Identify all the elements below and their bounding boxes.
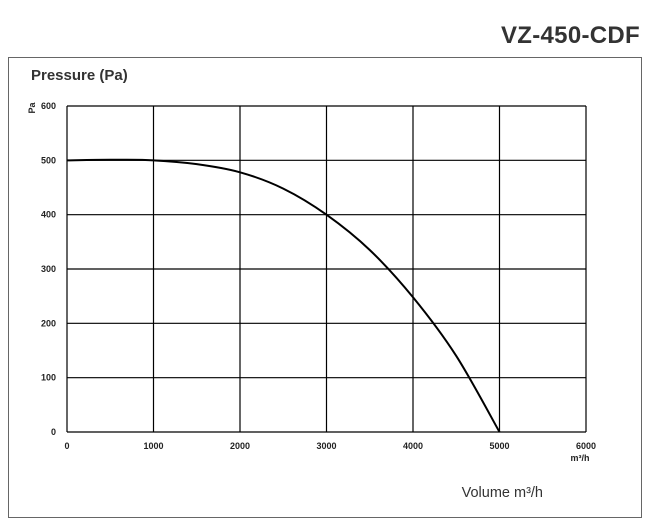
pressure-curve	[66, 158, 501, 433]
x-tick-label: 5000	[489, 441, 509, 451]
y-tick-label: 300	[41, 264, 56, 274]
x-tick-label: 4000	[403, 441, 423, 451]
x-tick-label: 2000	[230, 441, 250, 451]
model-title: VZ-450-CDF	[500, 22, 640, 49]
chart-title: Pressure (Pa)	[31, 67, 128, 84]
chart-frame: Pressure (Pa) Volume m³/h 0 1000 2000 3000 4…	[8, 57, 642, 518]
y-tick-label: 600	[41, 101, 56, 111]
y-tick-label: 0	[51, 427, 56, 437]
y-tick-label: 200	[41, 318, 56, 328]
x-tick-label: 0	[64, 441, 69, 451]
y-tick-label: 100	[41, 373, 56, 383]
x-axis-label: Volume m³/h	[461, 485, 543, 501]
y-tick-label: 400	[41, 210, 56, 220]
y-axis-label: Pa	[27, 102, 37, 114]
x-unit-label: m³/h	[571, 453, 590, 463]
y-tick-label: 500	[41, 155, 56, 165]
performance-chart: 0 1000 2000 3000 4000 5000 6000 0 100 200 300 400 50…	[27, 101, 596, 463]
x-tick-label: 1000	[143, 441, 163, 451]
x-tick-label: 3000	[316, 441, 336, 451]
x-tick-label: 6000	[576, 441, 596, 451]
